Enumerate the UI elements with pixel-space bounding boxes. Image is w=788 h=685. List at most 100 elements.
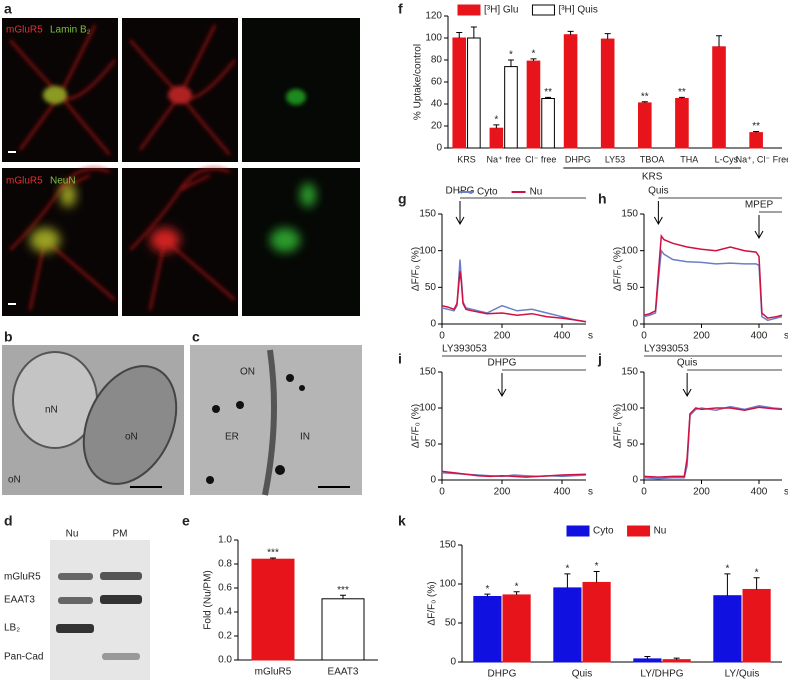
annotation: MPEP [745, 200, 774, 211]
x-tick-label: Na⁺, Cl⁻ Free [736, 154, 788, 164]
y-tick-label: 150 [419, 367, 436, 378]
y-tick-label: 60 [431, 77, 443, 88]
error-bar [678, 96, 685, 99]
legend-label: Nu [530, 187, 543, 198]
x-tick-label: DHPG [565, 154, 591, 164]
label: Lamin B₂ [50, 25, 91, 36]
x-tick-label: KRS [457, 154, 476, 164]
bar [502, 594, 531, 663]
y-tick-label: 150 [439, 540, 456, 551]
y-tick-label: 0.4 [218, 607, 232, 618]
y-tick-label: 0 [632, 475, 638, 486]
bar [742, 588, 771, 663]
x-tick-label: LY/DHPG [640, 669, 683, 680]
x-tick-label: 0 [439, 331, 445, 342]
y-tick-label: 0 [430, 475, 436, 486]
y-tick-label: 100 [621, 245, 638, 256]
y-tick-label: 0.0 [218, 655, 232, 666]
x-tick-label: TBOA [640, 154, 665, 164]
bar [526, 60, 541, 149]
annotation: DHPG [488, 358, 517, 369]
x-tick-label: DHPG [488, 669, 517, 680]
panel-letter: a [4, 1, 12, 17]
x-axis-label: s [588, 331, 593, 342]
x-tick-label: 200 [494, 331, 511, 342]
y-axis-label: ΔF/F₀ (%) [411, 404, 422, 448]
error-bar [564, 573, 571, 588]
label: nN [45, 405, 58, 416]
y-axis-label: ΔF/F₀ (%) [427, 581, 438, 625]
bar [675, 98, 689, 149]
y-tick-label: 120 [425, 11, 442, 22]
error-bar [513, 591, 520, 595]
bar [637, 102, 652, 149]
y-axis-label: ΔF/F₀ (%) [411, 247, 422, 291]
label: mGluR5 [6, 25, 43, 36]
significance: * [755, 567, 759, 578]
y-tick-label: 100 [419, 403, 436, 414]
panel-letter: d [4, 513, 13, 529]
legend-label: Cyto [593, 526, 614, 537]
y-tick-label: 1.0 [218, 535, 232, 546]
y-tick-label: 100 [419, 245, 436, 256]
line [441, 259, 587, 323]
error-bar [753, 131, 760, 133]
y-axis-label: % Uptake/control [413, 44, 424, 120]
error-bar [270, 557, 276, 560]
y-tick-label: 100 [621, 403, 638, 414]
significance: * [515, 581, 519, 592]
arrow [497, 373, 507, 398]
x-tick-label: LY/Quis [725, 669, 760, 680]
error-bar [641, 101, 648, 103]
y-tick-label: 50 [425, 439, 437, 450]
error-bar [340, 594, 346, 599]
significance: * [509, 50, 513, 61]
bar [563, 34, 578, 149]
y-tick-label: 0.6 [218, 583, 232, 594]
line [441, 271, 587, 323]
legend-swatch [457, 4, 481, 16]
panel-letter: j [597, 351, 602, 367]
significance: ** [544, 87, 552, 98]
significance: * [485, 584, 489, 595]
micrograph-b [2, 345, 362, 496]
significance: *** [337, 585, 349, 596]
bar [251, 558, 295, 661]
legend-swatch [566, 525, 590, 537]
significance: ** [641, 91, 649, 102]
y-tick-label: 0 [632, 319, 638, 330]
y-tick-label: 80 [431, 55, 443, 66]
error-bar [673, 657, 680, 660]
annotation: LY393053 [442, 344, 487, 355]
label: oN [8, 475, 21, 486]
legend-label: [³H] Quis [558, 5, 597, 16]
significance: * [595, 561, 599, 572]
error-bar [753, 577, 760, 590]
error-bar [567, 30, 574, 35]
y-tick-label: 40 [431, 99, 443, 110]
x-tick-label: Cl⁻ free [525, 154, 556, 164]
x-tick-label: Na⁺ free [487, 154, 521, 164]
error-bar [493, 124, 500, 129]
panel-letter: b [4, 329, 13, 345]
arrow [682, 373, 692, 398]
column-label: Nu [66, 529, 79, 540]
bar [473, 595, 502, 663]
bar [541, 98, 555, 149]
line [643, 405, 783, 480]
y-tick-label: 0 [450, 657, 456, 668]
legend-label: Cyto [477, 187, 498, 198]
panel-letter: h [598, 191, 607, 207]
significance: * [494, 115, 498, 126]
significance: ** [752, 121, 760, 132]
y-axis-label: ΔF/F₀ (%) [613, 404, 624, 448]
error-bar [593, 571, 600, 583]
group-label: KRS [642, 172, 663, 183]
x-tick-label: 200 [494, 487, 511, 498]
x-tick-label: 400 [751, 487, 768, 498]
panel-letter: e [182, 513, 190, 529]
x-tick-label: 0 [641, 487, 647, 498]
arrow [754, 215, 764, 240]
error-bar [716, 35, 723, 47]
arrow [455, 201, 465, 226]
